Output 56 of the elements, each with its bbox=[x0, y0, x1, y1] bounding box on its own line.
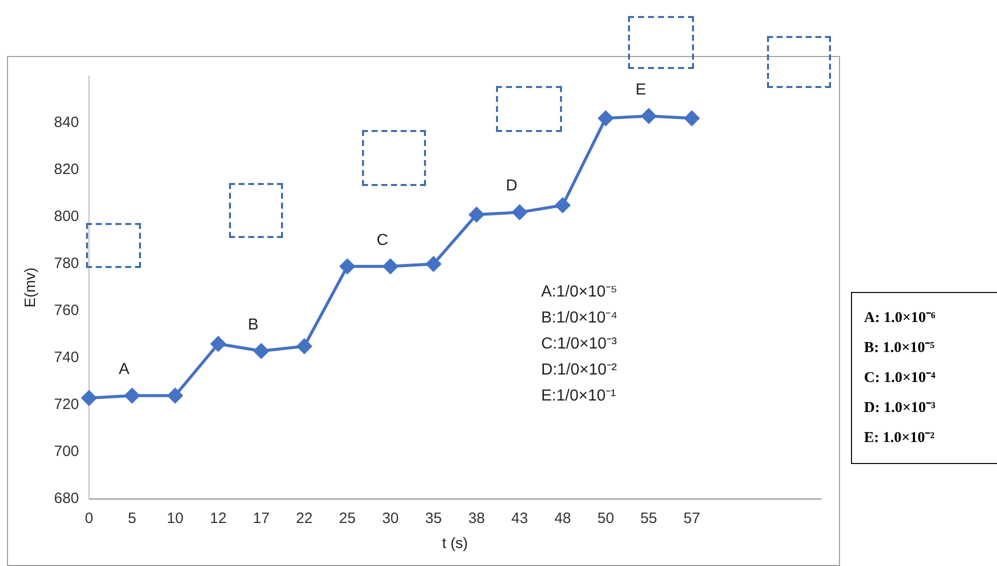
y-tick-label: 800 bbox=[54, 208, 80, 226]
y-axis-title: E(mv) bbox=[22, 268, 40, 308]
x-tick-label: 22 bbox=[296, 510, 313, 528]
text: C: 1.0×10⁻⁴ bbox=[864, 369, 936, 388]
x-tick-label: 35 bbox=[425, 510, 442, 528]
annotation: B:1/0×10⁻⁴ bbox=[541, 310, 618, 327]
x-tick-label: 57 bbox=[683, 510, 700, 528]
point bbox=[254, 343, 269, 358]
text: D: 1.0×10⁻³ bbox=[864, 399, 936, 418]
annotation: E bbox=[635, 81, 646, 98]
annotation: A bbox=[118, 361, 130, 378]
x-tick-label: 50 bbox=[597, 510, 614, 528]
annotation: A:1/0×10⁻⁵ bbox=[541, 284, 618, 301]
x-tick-label: 38 bbox=[468, 510, 485, 528]
point bbox=[469, 207, 484, 222]
point bbox=[340, 258, 355, 274]
annotation: C:1/0×10⁻³ bbox=[541, 336, 618, 353]
point bbox=[555, 198, 570, 213]
y-tick-label: 820 bbox=[54, 161, 80, 178]
point bbox=[296, 338, 312, 354]
point bbox=[382, 258, 398, 274]
x-tick-label: 25 bbox=[339, 510, 356, 528]
point bbox=[124, 388, 140, 404]
annotation: D:1/0×10⁻² bbox=[541, 362, 618, 379]
x-tick-label: 43 bbox=[511, 510, 528, 528]
point bbox=[684, 110, 700, 126]
x-tick-label: 0 bbox=[84, 510, 94, 528]
text: E: 1.0×10⁻² bbox=[864, 429, 936, 448]
y-tick-label: 740 bbox=[54, 349, 80, 366]
x-tick-label: 48 bbox=[554, 510, 571, 528]
text: B: 1.0×10⁻⁵ bbox=[864, 339, 936, 358]
x-tick-label: 30 bbox=[382, 510, 399, 528]
y-tick-label: 840 bbox=[54, 114, 80, 132]
point bbox=[512, 204, 528, 220]
y-tick-label: 780 bbox=[54, 255, 80, 272]
x-tick-label: 17 bbox=[252, 510, 270, 528]
annotation: E:1/0×10⁻¹ bbox=[541, 388, 616, 405]
annotation: B bbox=[248, 316, 259, 334]
annotation: D bbox=[506, 178, 518, 195]
point bbox=[641, 108, 656, 124]
point bbox=[598, 110, 614, 126]
x-tick-label: 55 bbox=[640, 510, 658, 528]
x-axis-title: t (s) bbox=[442, 535, 468, 552]
x-tick-label: 5 bbox=[128, 510, 136, 528]
y-tick-label: 720 bbox=[54, 396, 80, 414]
y-tick-label: 760 bbox=[54, 302, 80, 320]
y-tick-label: 680 bbox=[54, 490, 80, 508]
point bbox=[426, 256, 441, 272]
y-tick-label: 700 bbox=[54, 443, 80, 460]
point bbox=[168, 388, 183, 404]
text: A: 1.0×10⁻⁶ bbox=[864, 309, 936, 328]
x-tick-label: 12 bbox=[210, 510, 227, 528]
annotation: C bbox=[376, 232, 388, 249]
point bbox=[82, 390, 97, 406]
point bbox=[210, 336, 226, 352]
x-tick-label: 10 bbox=[166, 510, 184, 528]
